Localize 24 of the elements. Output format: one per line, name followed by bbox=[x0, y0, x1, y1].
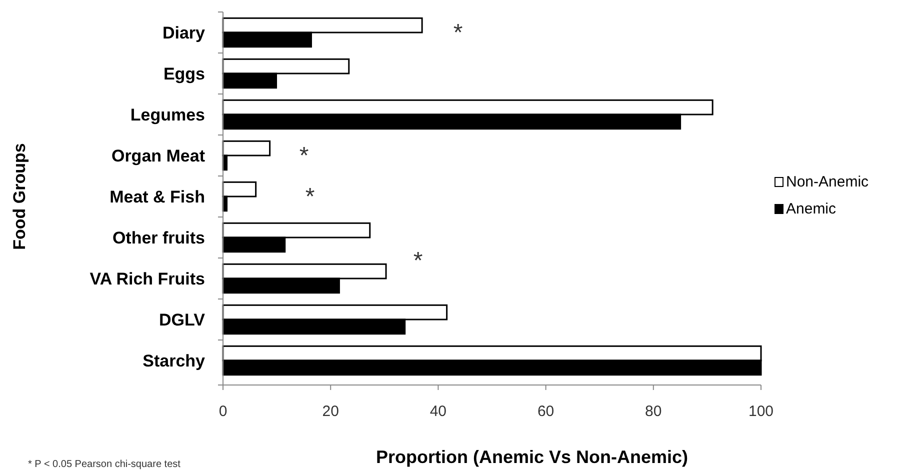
x-tick-label: 100 bbox=[748, 403, 774, 420]
x-tick-label: 20 bbox=[322, 403, 339, 420]
y-axis-title: Food Groups bbox=[10, 143, 29, 250]
y-tick-label: VA Rich Fruits bbox=[90, 270, 205, 288]
y-tick-label: DGLV bbox=[159, 310, 206, 330]
y-tick-label: Legumes bbox=[130, 106, 205, 124]
x-tick-label: 0 bbox=[218, 403, 228, 420]
text: * P < 0.05 Pearson chi-square test bbox=[28, 459, 181, 470]
y-tick-label: Eggs bbox=[163, 64, 205, 84]
y-tick-label: Other fruits bbox=[112, 228, 205, 248]
annotation: * bbox=[453, 20, 463, 46]
x-axis-title: Proportion (Anemic Vs Non-Anemic) bbox=[376, 447, 688, 467]
x-tick-label: 40 bbox=[430, 403, 447, 420]
legend-label: Anemic bbox=[786, 200, 837, 218]
x-tick-label: 80 bbox=[645, 403, 662, 420]
y-tick-label: Organ Meat bbox=[111, 146, 206, 166]
y-tick-label: Diary bbox=[162, 24, 206, 42]
annotation: * bbox=[413, 248, 423, 274]
y-tick-label: Starchy bbox=[142, 352, 206, 370]
annotation: * bbox=[305, 184, 315, 210]
legend-label: Non-Anemic bbox=[786, 174, 870, 190]
annotation: * bbox=[299, 142, 309, 170]
x-tick-label: 60 bbox=[537, 403, 554, 420]
y-tick-label: Meat & Fish bbox=[110, 188, 205, 206]
